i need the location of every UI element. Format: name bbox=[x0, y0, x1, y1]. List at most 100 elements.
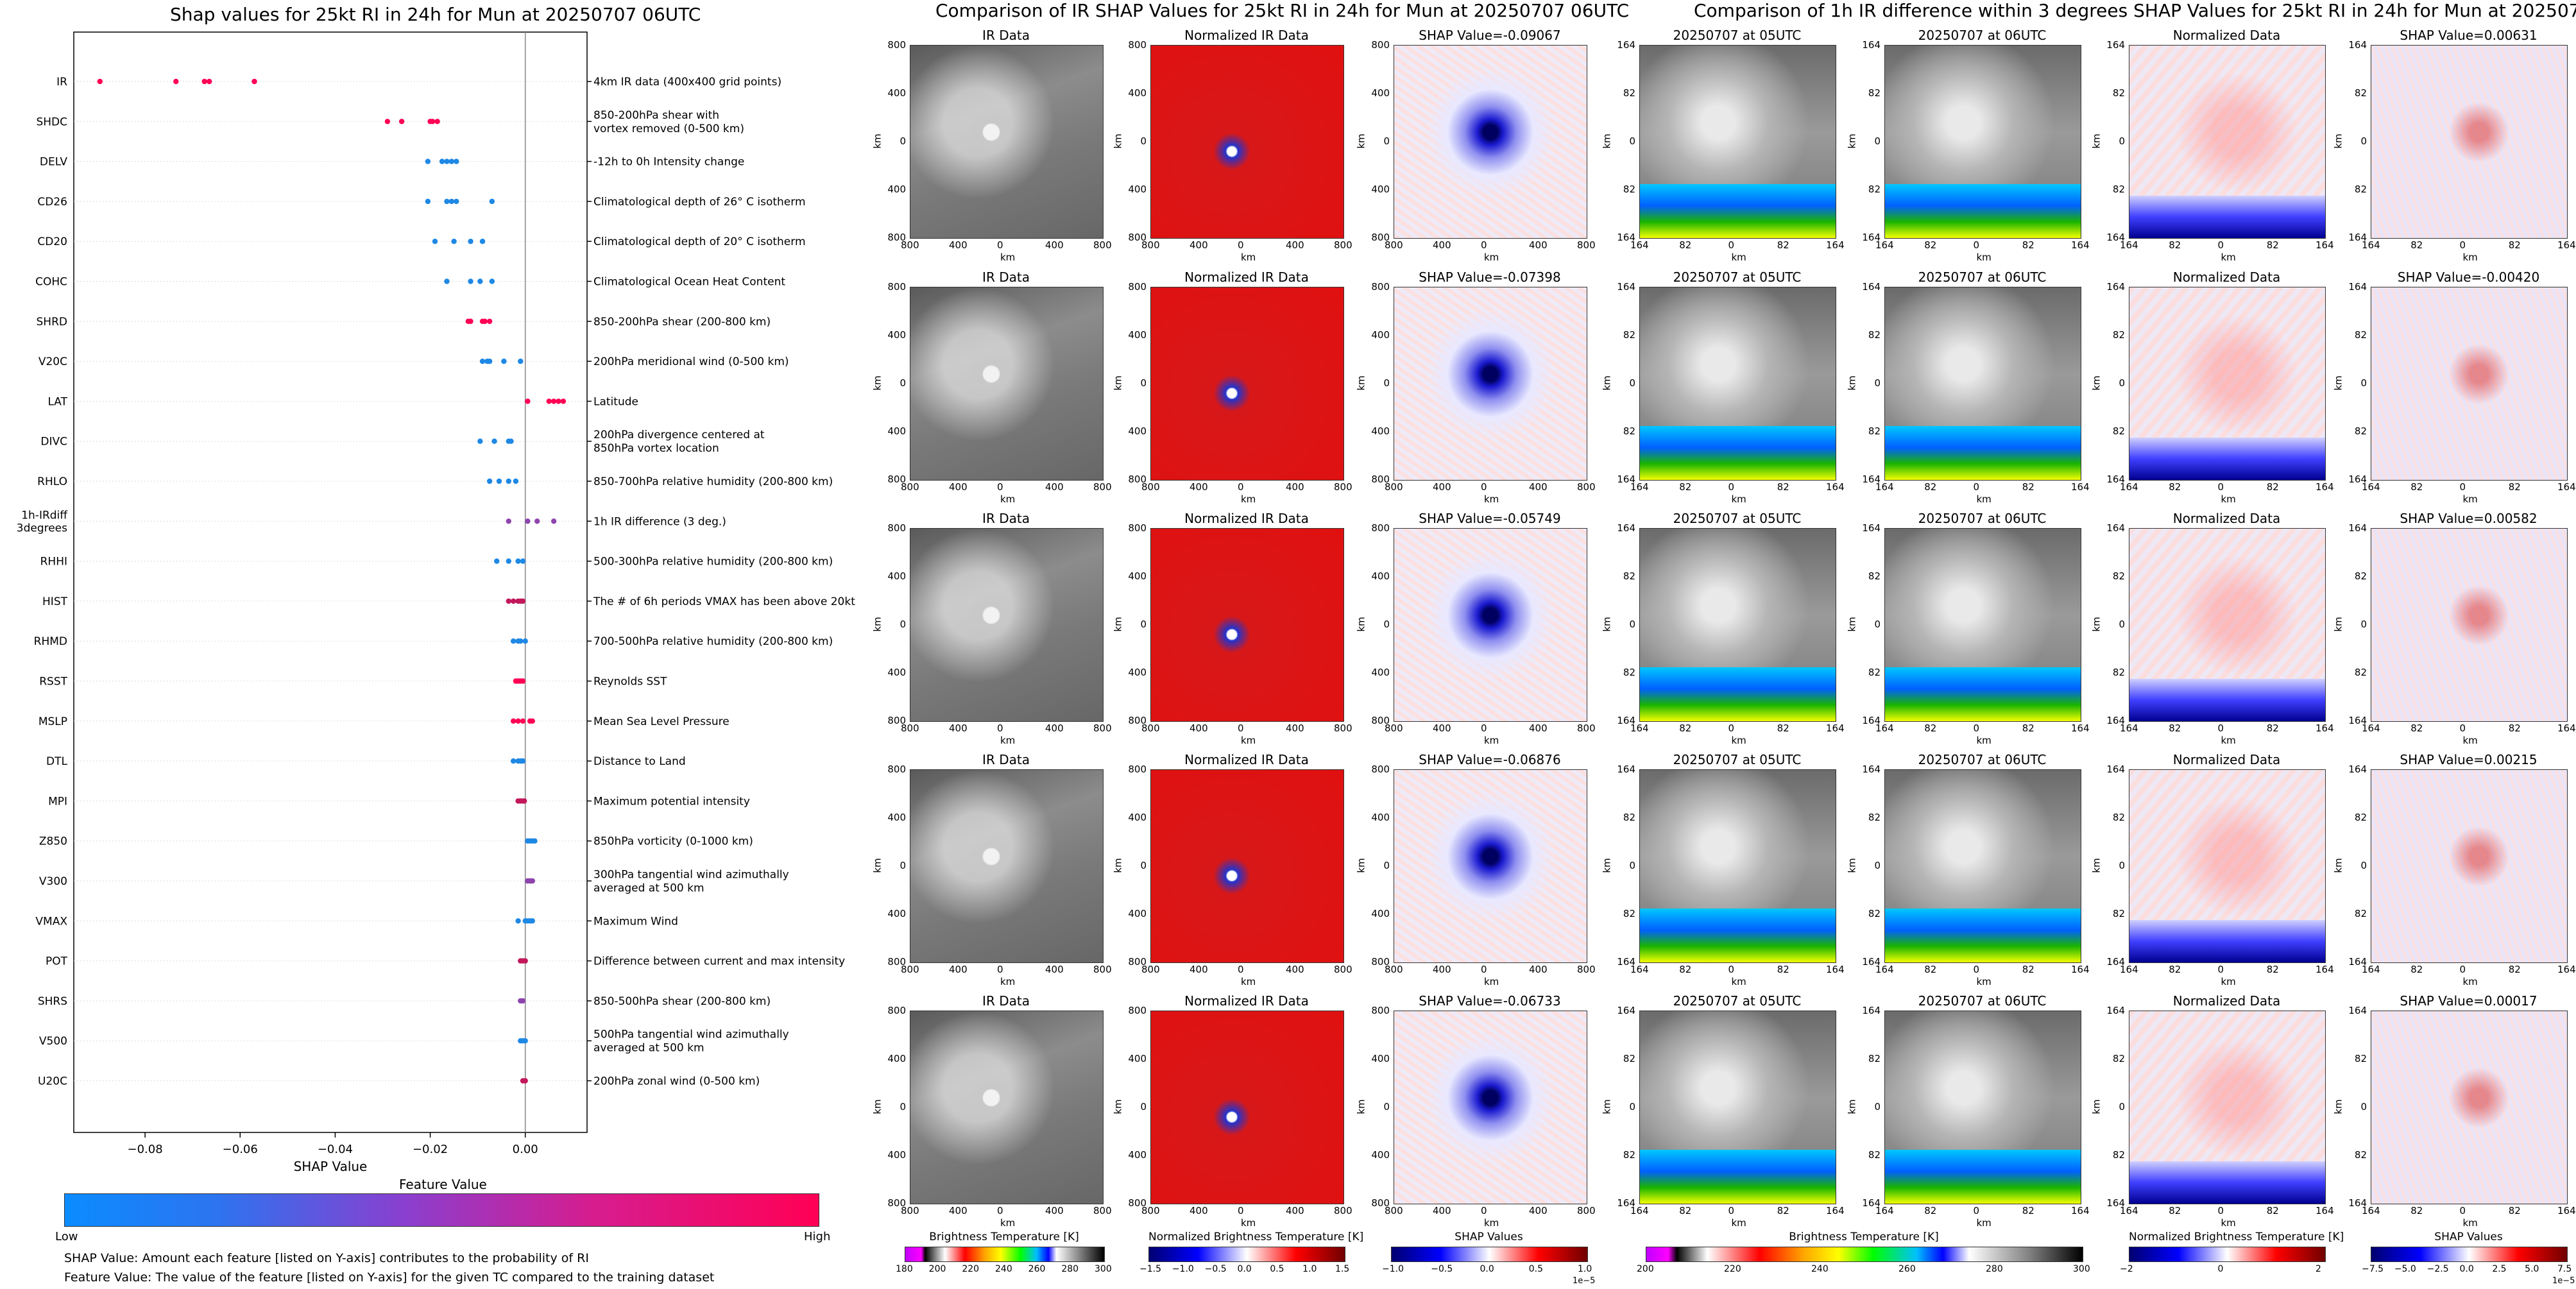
colorbar-tick-label: 1.5 bbox=[1335, 1264, 1350, 1274]
y-tick-label: 82 bbox=[2354, 87, 2367, 99]
cold-cloud-region bbox=[1885, 909, 2081, 962]
panel-title: SHAP Value=0.00631 bbox=[2400, 28, 2538, 43]
x-tick-label: 400 bbox=[1529, 481, 1548, 493]
x-tick-label: 164 bbox=[2316, 239, 2334, 251]
image-panel bbox=[1639, 528, 1836, 722]
y-axis-label: km bbox=[2332, 1099, 2344, 1114]
y-tick-label: 0 bbox=[1383, 619, 1390, 630]
x-tick-label: 82 bbox=[2266, 722, 2279, 734]
y-tick-label: 0 bbox=[900, 860, 906, 871]
x-tick-label: 0 bbox=[997, 481, 1003, 493]
cold-cloud-region bbox=[1640, 909, 1836, 962]
x-tick-label: 800 bbox=[1334, 239, 1352, 251]
x-tick-label: 164 bbox=[2120, 722, 2138, 734]
feature-name-label: VMAX bbox=[35, 915, 67, 928]
x-tick-label: 82 bbox=[1924, 722, 1937, 734]
y-axis-label: km bbox=[1112, 858, 1124, 873]
image-panel bbox=[1639, 45, 1836, 239]
y-tick-label: 164 bbox=[1617, 281, 1635, 293]
y-tick-label: 0 bbox=[2119, 619, 2125, 630]
x-tick-label: 82 bbox=[2266, 1205, 2279, 1216]
x-tick-label: 400 bbox=[1045, 481, 1064, 493]
y-tick-label: 164 bbox=[1617, 1197, 1635, 1209]
image-panel bbox=[1150, 1011, 1344, 1204]
feature-name-label: RHLO bbox=[37, 475, 67, 488]
y-tick-label: 800 bbox=[887, 715, 906, 726]
y-tick-label: 800 bbox=[1371, 1197, 1390, 1209]
x-tick-label: 800 bbox=[901, 1205, 919, 1216]
image-panel bbox=[1150, 287, 1344, 481]
y-tick-label: 82 bbox=[2112, 812, 2125, 823]
shap-point bbox=[444, 278, 450, 284]
y-tick-label: 0 bbox=[2119, 377, 2125, 389]
x-tick-label: 800 bbox=[1334, 964, 1352, 975]
y-tick-label: 164 bbox=[1862, 522, 1881, 534]
image-panel bbox=[2129, 528, 2326, 722]
shap-point bbox=[550, 518, 557, 524]
image-panel bbox=[1150, 769, 1344, 963]
colorbar-tick-label: 220 bbox=[1724, 1264, 1741, 1274]
feature-description-label: Maximum potential intensity bbox=[593, 795, 750, 808]
y-axis-label: km bbox=[871, 1099, 883, 1114]
y-tick-label: 400 bbox=[887, 1053, 906, 1064]
shap-point bbox=[444, 158, 450, 164]
feature-name-label: MPI bbox=[48, 795, 67, 808]
y-tick-label: 164 bbox=[1617, 474, 1635, 485]
y-tick-label: 0 bbox=[1140, 135, 1147, 147]
y-tick-label: 0 bbox=[900, 1101, 906, 1113]
y-tick-label: 800 bbox=[887, 281, 906, 293]
y-axis-label: km bbox=[1355, 375, 1367, 391]
x-tick-label: 82 bbox=[2508, 481, 2521, 493]
y-tick-label: 800 bbox=[887, 1197, 906, 1209]
feature-description-label: 4km IR data (400x400 grid points) bbox=[593, 76, 781, 89]
x-tick-label: 82 bbox=[2508, 239, 2521, 251]
x-tick-label: 82 bbox=[2410, 722, 2423, 734]
y-tick-label: 0 bbox=[1874, 377, 1881, 389]
x-tick-label: 164 bbox=[2316, 722, 2334, 734]
x-tick-label: 400 bbox=[1433, 481, 1451, 493]
shap-point bbox=[518, 638, 524, 644]
y-tick-label: 164 bbox=[2106, 39, 2125, 51]
y-tick-label: 400 bbox=[1371, 184, 1390, 195]
y-axis-label: km bbox=[1601, 617, 1613, 632]
y-tick-label: 82 bbox=[1868, 184, 1881, 195]
x-tick-label: 82 bbox=[1777, 239, 1789, 251]
image-panel bbox=[1394, 1011, 1587, 1204]
x-tick-label: 0.00 bbox=[513, 1143, 538, 1156]
image-panel bbox=[2371, 528, 2568, 722]
shap-point bbox=[432, 239, 438, 244]
y-tick-label: 0 bbox=[1629, 1101, 1635, 1113]
y-tick-label: 400 bbox=[1371, 329, 1390, 341]
y-tick-label: 0 bbox=[1629, 619, 1635, 630]
x-tick-label: 164 bbox=[2120, 239, 2138, 251]
x-tick-label: 0 bbox=[2459, 722, 2466, 734]
feature-name-label: DELV bbox=[40, 156, 67, 169]
image-panel bbox=[2371, 1011, 2568, 1204]
cold-anomaly-region bbox=[2129, 438, 2325, 480]
x-tick-label: 164 bbox=[1630, 722, 1649, 734]
x-axis-label: km bbox=[2462, 493, 2478, 505]
x-tick-label: 164 bbox=[1875, 239, 1894, 251]
y-tick-label: 0 bbox=[1383, 377, 1390, 389]
colorbar-high-label: High bbox=[804, 1230, 831, 1243]
x-tick-label: 0 bbox=[2217, 1205, 2224, 1216]
x-tick-label: 800 bbox=[1577, 1205, 1596, 1216]
image-panel bbox=[1884, 45, 2081, 239]
colorbar-tick-label: 0.0 bbox=[1480, 1264, 1494, 1274]
y-axis-label: km bbox=[1601, 133, 1613, 149]
x-axis-label: km bbox=[1000, 1217, 1016, 1229]
y-tick-label: 82 bbox=[2112, 329, 2125, 341]
colorbar-tick-label: −1.5 bbox=[1139, 1264, 1161, 1274]
feature-name-label: V500 bbox=[39, 1035, 67, 1048]
y-tick-label: 0 bbox=[1874, 1101, 1881, 1113]
y-tick-label: 800 bbox=[1128, 39, 1147, 51]
shap-point bbox=[525, 398, 531, 404]
x-tick-label: 82 bbox=[1679, 1205, 1692, 1216]
y-tick-label: 82 bbox=[1868, 87, 1881, 99]
y-tick-label: 164 bbox=[2106, 281, 2125, 293]
x-tick-label: 0 bbox=[2217, 481, 2224, 493]
feature-name-label: RHMD bbox=[34, 635, 67, 648]
panel-title: 20250707 at 05UTC bbox=[1673, 269, 1802, 285]
panel-title: SHAP Value=0.00215 bbox=[2400, 752, 2538, 767]
x-tick-label: 800 bbox=[901, 239, 919, 251]
